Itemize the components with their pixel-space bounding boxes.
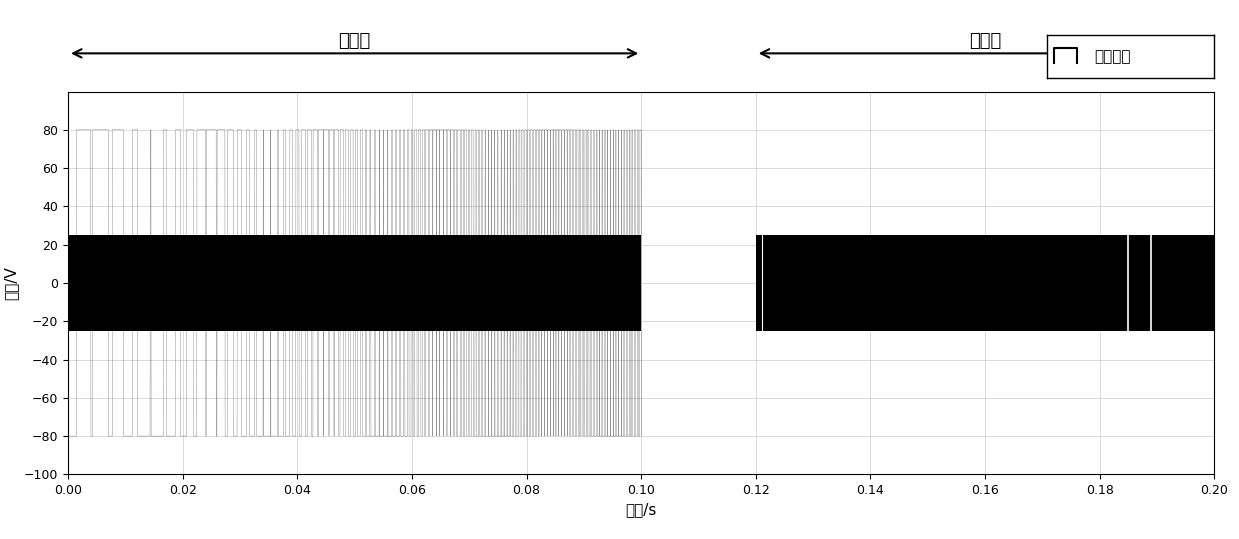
Text: 方式一: 方式一 [338, 32, 370, 50]
Y-axis label: 电压/V: 电压/V [4, 266, 19, 300]
X-axis label: 时间/s: 时间/s [626, 502, 657, 517]
Text: 方式二: 方式二 [969, 32, 1001, 50]
Text: 共模电压: 共模电压 [1094, 49, 1130, 64]
